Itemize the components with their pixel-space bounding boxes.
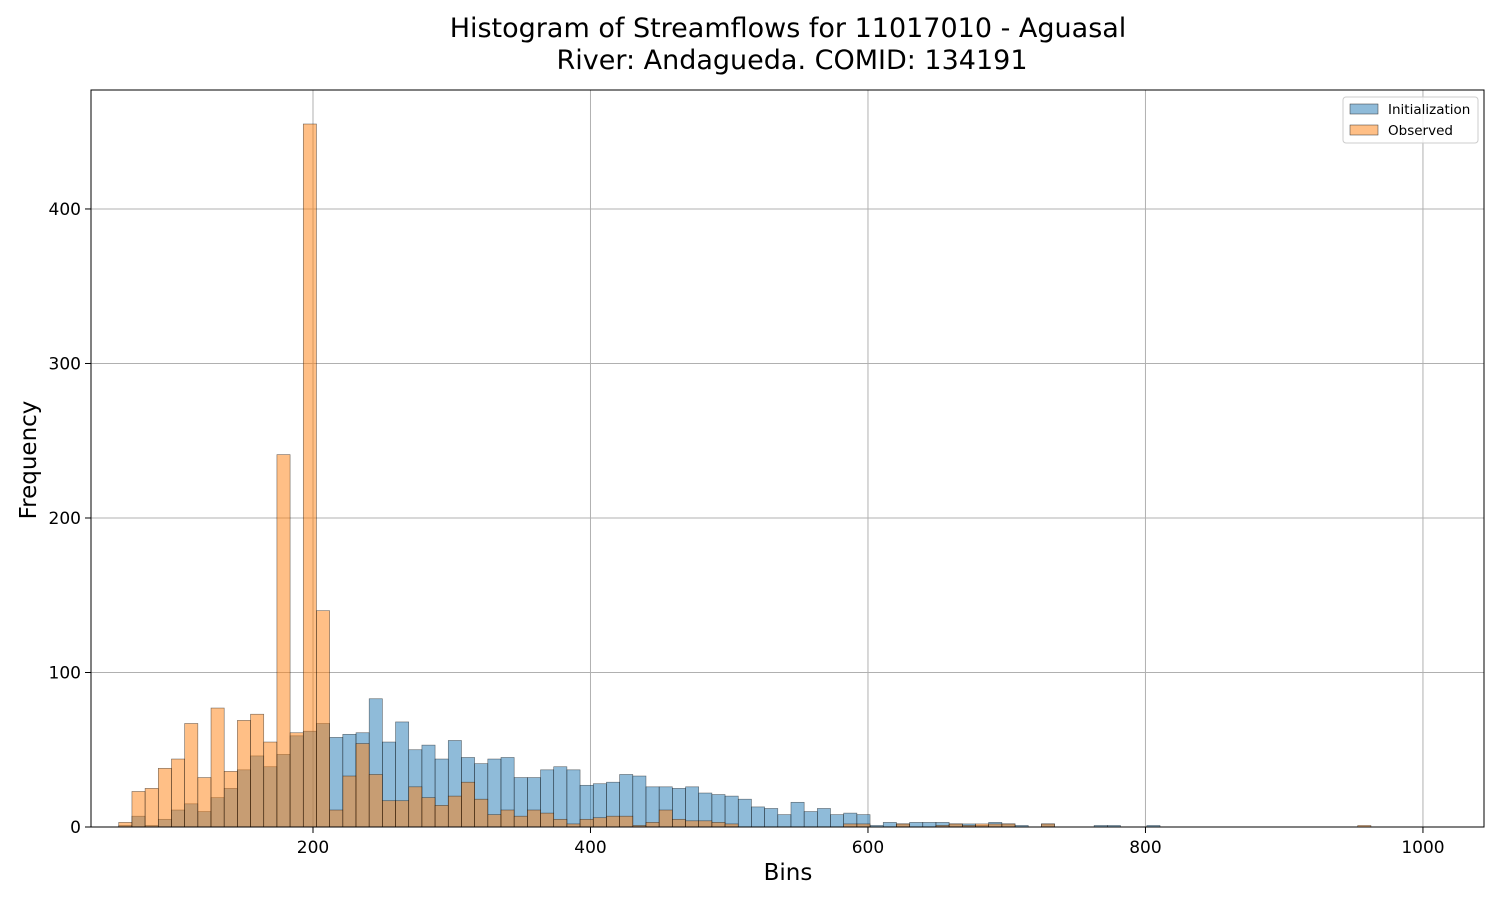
histogram-bar bbox=[922, 822, 937, 828]
histogram-bar bbox=[237, 720, 251, 828]
legend-label-initialization: Initialization bbox=[1388, 102, 1470, 118]
histogram-bar bbox=[606, 815, 620, 828]
plot-frame bbox=[90, 89, 1485, 828]
histogram-bar bbox=[777, 814, 792, 828]
histogram-bar bbox=[434, 805, 449, 828]
y-tick-label: 300 bbox=[49, 354, 81, 374]
histogram-bar bbox=[698, 820, 713, 828]
legend-label-observed: Observed bbox=[1388, 123, 1453, 139]
histogram-bar bbox=[316, 610, 330, 828]
histogram-bar bbox=[672, 818, 686, 828]
chart-title-line2: River: Andagueda. COMID: 134191 bbox=[556, 45, 1027, 76]
y-axis-label: Frequency bbox=[16, 401, 42, 520]
x-tick-label: 600 bbox=[852, 838, 884, 858]
histogram-bar bbox=[289, 732, 304, 828]
histogram-bar bbox=[408, 786, 423, 828]
histogram-bar bbox=[487, 814, 502, 828]
histogram-bar bbox=[157, 767, 172, 828]
histogram-bar bbox=[632, 775, 647, 828]
histogram-bar bbox=[592, 817, 607, 828]
histogram-bar bbox=[382, 800, 396, 828]
histogram-bar bbox=[342, 775, 357, 828]
histogram-bar bbox=[447, 795, 462, 828]
x-tick-label: 800 bbox=[1129, 838, 1161, 858]
x-tick-label: 200 bbox=[297, 838, 329, 858]
histogram-bar bbox=[263, 741, 278, 828]
histogram-bar bbox=[645, 786, 660, 828]
histogram-bar bbox=[540, 812, 555, 828]
histogram-bars bbox=[118, 123, 1372, 828]
grid-lines bbox=[91, 90, 1484, 828]
y-tick-label: 100 bbox=[49, 663, 81, 683]
histogram-bar bbox=[250, 713, 265, 828]
series-observed bbox=[118, 123, 1372, 828]
histogram-bar bbox=[513, 815, 528, 828]
histogram-bar bbox=[276, 454, 291, 828]
histogram-bar bbox=[751, 806, 765, 828]
histogram-bar bbox=[579, 818, 594, 828]
histogram-bar bbox=[566, 769, 581, 828]
histogram-bar bbox=[764, 808, 779, 828]
histogram-bar bbox=[131, 791, 146, 828]
histogram-bar bbox=[737, 798, 752, 828]
histogram-bar bbox=[171, 758, 185, 828]
histogram-bar bbox=[619, 815, 634, 828]
histogram-bar bbox=[658, 809, 673, 828]
y-tick-label: 400 bbox=[49, 200, 81, 220]
histogram-bar bbox=[553, 818, 568, 828]
histogram-bar bbox=[685, 820, 700, 828]
histogram-bar bbox=[461, 781, 475, 828]
histogram-bar bbox=[197, 777, 212, 828]
histogram-bar bbox=[790, 801, 805, 828]
histogram-bar bbox=[210, 707, 225, 828]
histogram-bar bbox=[817, 808, 831, 828]
y-tick-label: 200 bbox=[49, 509, 81, 529]
histogram-bar bbox=[882, 822, 897, 828]
x-tick-label: 1000 bbox=[1401, 838, 1444, 858]
histogram-bar bbox=[527, 809, 541, 828]
histogram-bar bbox=[909, 822, 924, 828]
histogram-bar bbox=[500, 809, 515, 828]
histogram-bar bbox=[329, 809, 344, 828]
histogram-bar bbox=[395, 800, 410, 828]
histogram-bar bbox=[302, 123, 317, 828]
histogram-bar bbox=[118, 822, 133, 828]
histogram-bar bbox=[474, 798, 489, 828]
histogram-bar bbox=[184, 723, 199, 828]
chart-title-line1: Histogram of Streamflows for 11017010 - … bbox=[450, 13, 1127, 44]
histogram-bar bbox=[724, 795, 739, 828]
axis-ticks: 200 400 600 800 1000 0 100 200 300 400 bbox=[49, 200, 1445, 858]
histogram-bar bbox=[645, 822, 660, 828]
histogram-bar bbox=[144, 788, 159, 828]
y-tick-label: 0 bbox=[70, 818, 81, 838]
legend-swatch-observed bbox=[1349, 124, 1379, 136]
histogram-bar bbox=[553, 766, 568, 828]
histogram-bar bbox=[830, 814, 844, 828]
legend-swatch-initialization bbox=[1349, 103, 1379, 115]
histogram-bar bbox=[355, 743, 370, 828]
histogram-bar bbox=[223, 771, 238, 828]
histogram-bar bbox=[368, 774, 383, 828]
x-axis-label: Bins bbox=[764, 860, 813, 886]
legend: Initialization Observed bbox=[1342, 96, 1479, 144]
histogram-bar bbox=[803, 811, 818, 828]
histogram-bar bbox=[711, 822, 726, 828]
histogram-bar bbox=[421, 797, 436, 828]
x-tick-label: 400 bbox=[574, 838, 606, 858]
